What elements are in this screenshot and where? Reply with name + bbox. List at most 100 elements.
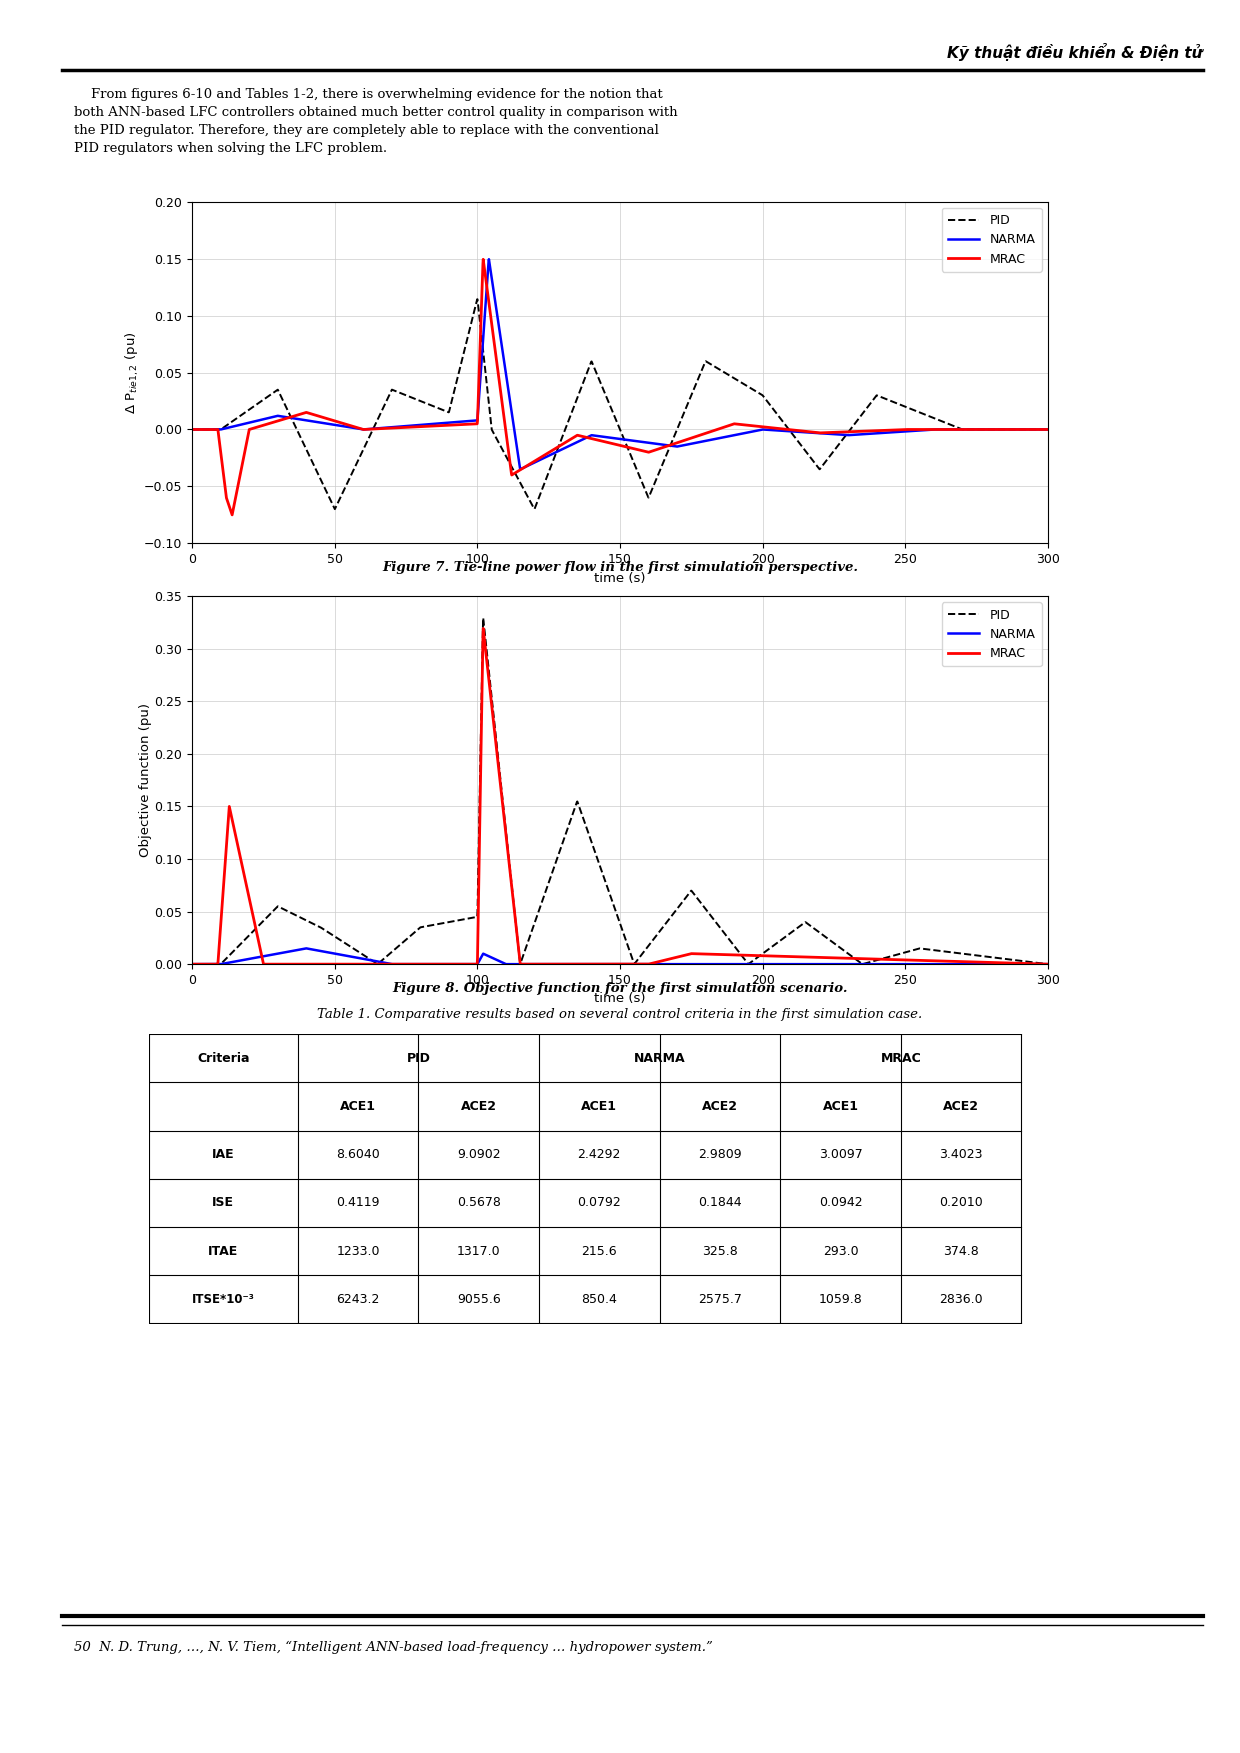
Text: 1317.0: 1317.0: [456, 1245, 501, 1257]
PID: [334, 929, 348, 950]
PID: [513, 952, 528, 973]
Text: 3.4023: 3.4023: [940, 1148, 983, 1160]
NARMA: [1040, 954, 1055, 975]
Text: IAE: IAE: [212, 1148, 234, 1160]
Text: 2836.0: 2836.0: [940, 1294, 983, 1306]
Text: 850.4: 850.4: [582, 1294, 618, 1306]
NARMA: [1024, 954, 1039, 975]
MRAC: [513, 954, 528, 975]
MRAC: [283, 407, 298, 428]
PID: [551, 847, 565, 868]
NARMA: [1040, 419, 1055, 440]
Text: ITSE*10⁻³: ITSE*10⁻³: [192, 1294, 254, 1306]
X-axis label: time (s): time (s): [594, 992, 646, 1006]
Text: 3.0097: 3.0097: [818, 1148, 862, 1160]
NARMA: [931, 954, 946, 975]
NARMA: [932, 419, 947, 440]
Line: MRAC: MRAC: [192, 259, 1048, 515]
NARMA: [299, 938, 314, 959]
PID: [283, 901, 298, 922]
PID: [1024, 419, 1039, 440]
NARMA: [334, 945, 348, 966]
MRAC: [476, 249, 491, 270]
NARMA: [283, 407, 298, 428]
MRAC: [334, 954, 348, 975]
PID: [476, 608, 491, 629]
Text: ACE1: ACE1: [340, 1101, 376, 1113]
Text: ACE1: ACE1: [822, 1101, 858, 1113]
PID: [551, 438, 565, 459]
PID: [470, 289, 485, 310]
MRAC: [185, 419, 200, 440]
Text: ACE1: ACE1: [582, 1101, 618, 1113]
NARMA: [185, 954, 200, 975]
Text: 215.6: 215.6: [582, 1245, 618, 1257]
Text: ACE2: ACE2: [460, 1101, 497, 1113]
X-axis label: time (s): time (s): [594, 571, 646, 586]
NARMA: [513, 954, 528, 975]
Text: Figure 8. Objective function for the first simulation scenario.: Figure 8. Objective function for the fir…: [392, 982, 848, 994]
NARMA: [513, 459, 528, 480]
NARMA: [283, 941, 298, 962]
MRAC: [224, 505, 239, 526]
Text: 0.2010: 0.2010: [939, 1197, 983, 1210]
Text: 1059.8: 1059.8: [818, 1294, 862, 1306]
Line: MRAC: MRAC: [192, 629, 1048, 964]
PID: [327, 498, 342, 519]
Text: 6243.2: 6243.2: [336, 1294, 379, 1306]
Text: MRAC: MRAC: [880, 1052, 921, 1064]
PID: [185, 419, 200, 440]
MRAC: [334, 412, 348, 433]
PID: [334, 486, 348, 507]
PID: [1040, 419, 1055, 440]
PID: [513, 473, 528, 494]
Line: PID: PID: [192, 300, 1048, 508]
Text: 0.1844: 0.1844: [698, 1197, 742, 1210]
Text: 325.8: 325.8: [702, 1245, 738, 1257]
Text: 2.9809: 2.9809: [698, 1148, 742, 1160]
Text: Kỹ thuật điều khiển & Điện tử: Kỹ thuật điều khiển & Điện tử: [947, 44, 1203, 61]
Text: 0.4119: 0.4119: [336, 1197, 379, 1210]
MRAC: [551, 436, 565, 458]
PID: [283, 405, 298, 426]
MRAC: [931, 950, 946, 971]
Text: From figures 6-10 and Tables 1-2, there is overwhelming evidence for the notion : From figures 6-10 and Tables 1-2, there …: [74, 88, 678, 154]
Text: ITAE: ITAE: [208, 1245, 238, 1257]
MRAC: [1024, 954, 1039, 975]
Text: NARMA: NARMA: [634, 1052, 686, 1064]
MRAC: [283, 954, 298, 975]
Text: 9.0902: 9.0902: [456, 1148, 501, 1160]
Text: ACE2: ACE2: [944, 1101, 980, 1113]
Legend: PID, NARMA, MRAC: PID, NARMA, MRAC: [942, 603, 1042, 666]
Legend: PID, NARMA, MRAC: PID, NARMA, MRAC: [942, 209, 1042, 272]
Text: Figure 7. Tie-line power flow in the first simulation perspective.: Figure 7. Tie-line power flow in the fir…: [382, 561, 858, 573]
MRAC: [932, 419, 947, 440]
Text: 293.0: 293.0: [822, 1245, 858, 1257]
Y-axis label: Objective function (pu): Objective function (pu): [139, 703, 151, 857]
PID: [1024, 952, 1039, 973]
PID: [185, 954, 200, 975]
Y-axis label: Δ P$_{tie1,2}$ (pu): Δ P$_{tie1,2}$ (pu): [124, 331, 141, 414]
MRAC: [551, 954, 565, 975]
Text: Criteria: Criteria: [197, 1052, 249, 1064]
Line: NARMA: NARMA: [192, 948, 1048, 964]
MRAC: [476, 619, 491, 640]
Text: Table 1. Comparative results based on several control criteria in the first simu: Table 1. Comparative results based on se…: [317, 1008, 923, 1020]
NARMA: [334, 415, 348, 436]
NARMA: [1024, 419, 1039, 440]
PID: [1040, 954, 1055, 975]
NARMA: [185, 419, 200, 440]
NARMA: [513, 459, 528, 480]
Text: 0.5678: 0.5678: [456, 1197, 501, 1210]
Text: 8.6040: 8.6040: [336, 1148, 379, 1160]
Text: 50  N. D. Trung, …, N. V. Tiem, “Intelligent ANN-based load-frequency … hydropow: 50 N. D. Trung, …, N. V. Tiem, “Intellig…: [74, 1641, 713, 1655]
MRAC: [1040, 954, 1055, 975]
Text: 374.8: 374.8: [944, 1245, 980, 1257]
Text: 0.0792: 0.0792: [578, 1197, 621, 1210]
Text: ISE: ISE: [212, 1197, 234, 1210]
Text: 9055.6: 9055.6: [456, 1294, 501, 1306]
MRAC: [1024, 419, 1039, 440]
Line: NARMA: NARMA: [192, 259, 1048, 470]
Text: ACE2: ACE2: [702, 1101, 738, 1113]
Text: 2575.7: 2575.7: [698, 1294, 742, 1306]
